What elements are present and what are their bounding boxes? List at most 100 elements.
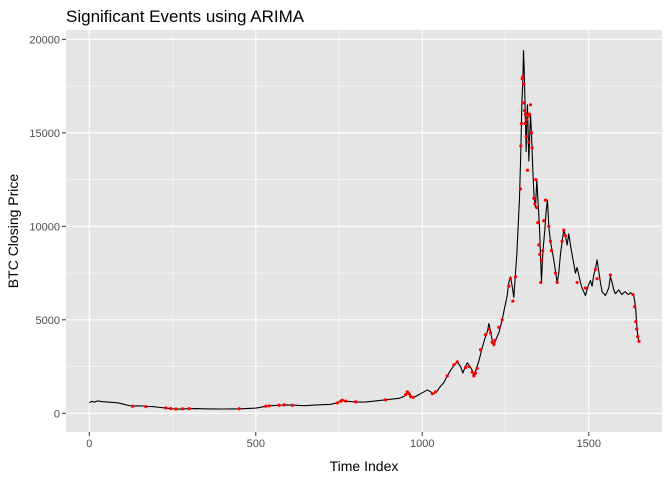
y-tick-label: 15000 <box>29 128 60 140</box>
event-point <box>144 404 148 409</box>
event-point <box>487 327 491 331</box>
event-point <box>521 75 525 79</box>
event-point <box>277 403 281 407</box>
event-point <box>637 339 641 343</box>
event-point <box>537 243 541 247</box>
event-point <box>344 399 348 403</box>
event-point <box>523 112 528 116</box>
event-point <box>522 82 526 86</box>
event-point <box>473 371 478 375</box>
chart-title: Significant Events using ARIMA <box>66 7 305 26</box>
event-point <box>560 239 564 243</box>
event-point <box>548 239 553 243</box>
event-point <box>404 393 408 397</box>
event-point <box>608 273 612 277</box>
event-point <box>536 220 540 225</box>
event-point <box>523 121 527 126</box>
event-point <box>532 196 536 200</box>
event-point <box>595 277 599 281</box>
plot-panel <box>66 30 662 432</box>
y-axis-title: BTC Closing Price <box>5 174 21 289</box>
x-tick-label: 0 <box>86 438 92 450</box>
event-point <box>237 407 241 411</box>
event-point <box>180 407 185 411</box>
y-tick-label: 5000 <box>36 315 60 327</box>
series-layer <box>89 50 641 411</box>
event-point <box>384 398 388 402</box>
event-point <box>511 299 515 303</box>
price-series-line <box>89 50 640 410</box>
event-point <box>527 140 531 144</box>
event-point <box>463 365 468 370</box>
event-point <box>267 404 271 408</box>
event-point <box>497 325 501 329</box>
event-point <box>541 249 545 253</box>
event-point <box>519 121 524 126</box>
event-point <box>538 252 542 256</box>
event-point <box>636 335 640 339</box>
event-point <box>507 284 511 288</box>
event-point <box>524 134 528 139</box>
event-point <box>543 198 548 202</box>
event-point <box>525 168 530 172</box>
event-point <box>634 320 638 324</box>
event-point <box>555 280 559 285</box>
event-point <box>633 305 637 309</box>
event-point <box>527 112 532 116</box>
event-point <box>452 363 456 367</box>
event-point <box>529 131 534 135</box>
event-point <box>522 108 527 112</box>
event-point <box>508 277 513 281</box>
x-tick-label: 500 <box>247 438 265 450</box>
grid-lines <box>66 30 662 432</box>
event-point <box>483 333 488 337</box>
event-point <box>475 366 479 371</box>
event-point <box>518 187 523 191</box>
event-point <box>631 292 635 297</box>
event-point <box>539 258 544 262</box>
event-point <box>169 407 173 411</box>
event-point <box>130 404 135 408</box>
event-point <box>500 318 504 322</box>
event-point <box>519 144 523 148</box>
event-point <box>635 327 639 331</box>
event-point <box>521 101 525 105</box>
event-point <box>411 395 415 400</box>
event-point <box>470 370 474 374</box>
event-point <box>534 177 538 182</box>
event-point <box>354 400 358 404</box>
x-tick-label: 1000 <box>410 438 434 450</box>
event-point <box>547 224 551 228</box>
event-point <box>563 234 568 238</box>
event-point <box>542 219 546 223</box>
event-point <box>430 392 434 396</box>
event-point <box>513 275 518 279</box>
event-point <box>528 103 533 107</box>
event-point <box>575 280 579 285</box>
event-point <box>530 146 534 150</box>
event-point <box>535 206 539 210</box>
event-point <box>407 392 411 396</box>
event-point <box>340 398 344 402</box>
event-point <box>553 271 558 275</box>
x-axis-title: Time Index <box>330 458 399 474</box>
event-point <box>472 374 476 378</box>
event-point <box>445 374 449 378</box>
event-point <box>593 267 598 271</box>
event-point <box>174 407 178 411</box>
event-point <box>335 401 339 405</box>
event-point <box>492 342 496 346</box>
event-point <box>478 348 483 352</box>
event-point <box>164 406 168 410</box>
event-point <box>488 331 493 335</box>
event-point <box>493 338 497 342</box>
event-point <box>533 202 537 206</box>
event-point <box>467 364 471 369</box>
event-point <box>264 404 268 408</box>
y-tick-label: 0 <box>54 408 60 420</box>
event-point <box>290 403 295 407</box>
y-tick-label: 20000 <box>29 34 60 46</box>
y-tick-label: 10000 <box>29 221 60 233</box>
